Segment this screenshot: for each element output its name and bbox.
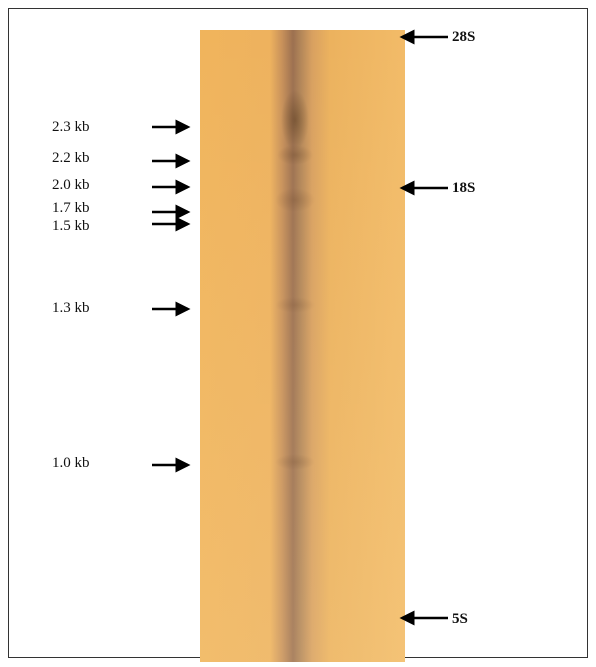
page: {"size_markers": ["2.3 kb", "2.2 kb", "2… <box>0 0 596 667</box>
arrows <box>0 0 596 667</box>
